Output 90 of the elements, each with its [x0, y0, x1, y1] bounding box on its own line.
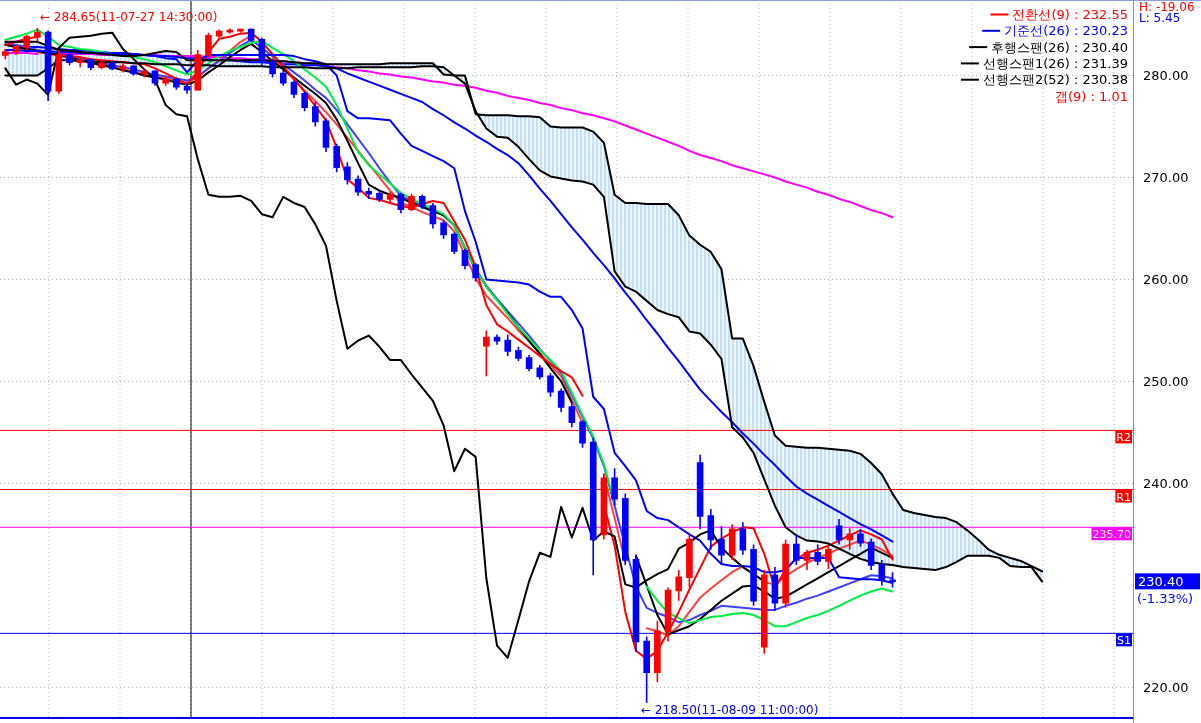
text: H: -19.06 [1139, 0, 1195, 14]
annotation: 갭(9) : 1.01 [1054, 88, 1128, 104]
candlestick [290, 79, 298, 99]
candlestick [707, 508, 715, 551]
candlestick [621, 492, 629, 566]
candlestick [162, 74, 169, 87]
text: L: 5.45 [1139, 11, 1181, 25]
ref-line-label: R1 [1116, 490, 1131, 504]
candlestick [611, 467, 618, 507]
y-tick-label: 240.00 [1143, 476, 1189, 492]
candlestick [386, 190, 394, 204]
legend-label: 기준선(26) : 230.23 [1004, 23, 1128, 39]
candlestick [728, 523, 736, 561]
y-tick-label: 280.00 [1143, 68, 1189, 84]
candlestick [483, 329, 490, 378]
candlestick [183, 81, 191, 95]
candlestick [418, 194, 426, 210]
legend-label: 선행스팬2(52) : 230.38 [982, 72, 1128, 88]
candlestick [472, 262, 479, 283]
candlestick [547, 372, 554, 398]
candlestick [504, 333, 512, 357]
candlestick [87, 57, 95, 72]
candlestick [279, 69, 287, 87]
candlestick [333, 143, 340, 174]
candlestick [835, 518, 843, 546]
candlestick [130, 64, 137, 77]
candlestick [696, 454, 704, 531]
candlestick [525, 354, 533, 373]
candlestick [440, 219, 447, 240]
candlestick [760, 569, 768, 655]
candlestick [867, 537, 875, 571]
candlestick [141, 68, 148, 79]
candlestick [793, 533, 800, 566]
candlestick [2, 48, 9, 60]
candlestick [344, 161, 351, 186]
candlestick [269, 58, 276, 79]
candlestick [247, 27, 255, 43]
candlestick [55, 49, 63, 95]
candlestick [301, 90, 308, 112]
candlestick [397, 191, 405, 214]
candlestick [857, 528, 864, 548]
text: (-1.33%) [1137, 591, 1194, 607]
candlestick [461, 248, 469, 271]
ref-line-label: S1 [1117, 634, 1131, 648]
candlestick [814, 543, 821, 566]
candlestick [108, 60, 116, 72]
ref-line-label: R2 [1116, 431, 1131, 445]
candlestick [429, 202, 437, 230]
candlestick [568, 403, 576, 429]
candlestick [739, 521, 747, 556]
y-tick-label: 220.00 [1143, 680, 1189, 696]
candlestick [98, 59, 105, 71]
candlestick [493, 333, 501, 346]
candlestick [194, 49, 202, 92]
annotation: ← 218.50(11-08-09 11:00:00) [641, 703, 819, 717]
text: 230.40 [1138, 574, 1184, 590]
candlestick [119, 62, 127, 74]
annotation: ← 284.65(11-07-27 14:30:00) [40, 10, 218, 24]
candlestick [536, 364, 544, 381]
candlestick [664, 586, 672, 643]
candlestick [151, 69, 159, 87]
candlestick [12, 44, 20, 56]
legend-label: 선행스팬1(26) : 231.39 [982, 55, 1128, 71]
candlestick [76, 56, 84, 69]
candlestick [675, 569, 683, 602]
candlestick [579, 419, 586, 449]
candlestick [376, 188, 383, 203]
candlestick [312, 101, 319, 128]
candlestick [408, 192, 415, 212]
candlestick [718, 525, 725, 566]
candlestick [515, 345, 522, 362]
legend-label: 전환선(9) : 232.55 [1012, 7, 1128, 22]
candlestick [450, 231, 458, 255]
ref-line-label: 235.70 [1092, 528, 1131, 542]
candlestick [686, 533, 693, 589]
candlestick [782, 538, 789, 609]
candlestick [322, 117, 330, 153]
candlestick [365, 186, 373, 200]
legend-label: 후행스팬(26) : 230.40 [991, 39, 1128, 55]
y-tick-label: 270.00 [1143, 170, 1189, 186]
y-tick-label: 260.00 [1143, 272, 1189, 288]
candlestick [825, 545, 832, 570]
candlestick [557, 387, 565, 413]
candlestick [173, 76, 180, 91]
y-tick-label: 250.00 [1143, 374, 1189, 390]
candlestick [846, 527, 854, 551]
candlestick [803, 548, 811, 571]
candlestick [589, 436, 597, 577]
candlestick [354, 174, 362, 197]
candlestick [643, 635, 650, 704]
